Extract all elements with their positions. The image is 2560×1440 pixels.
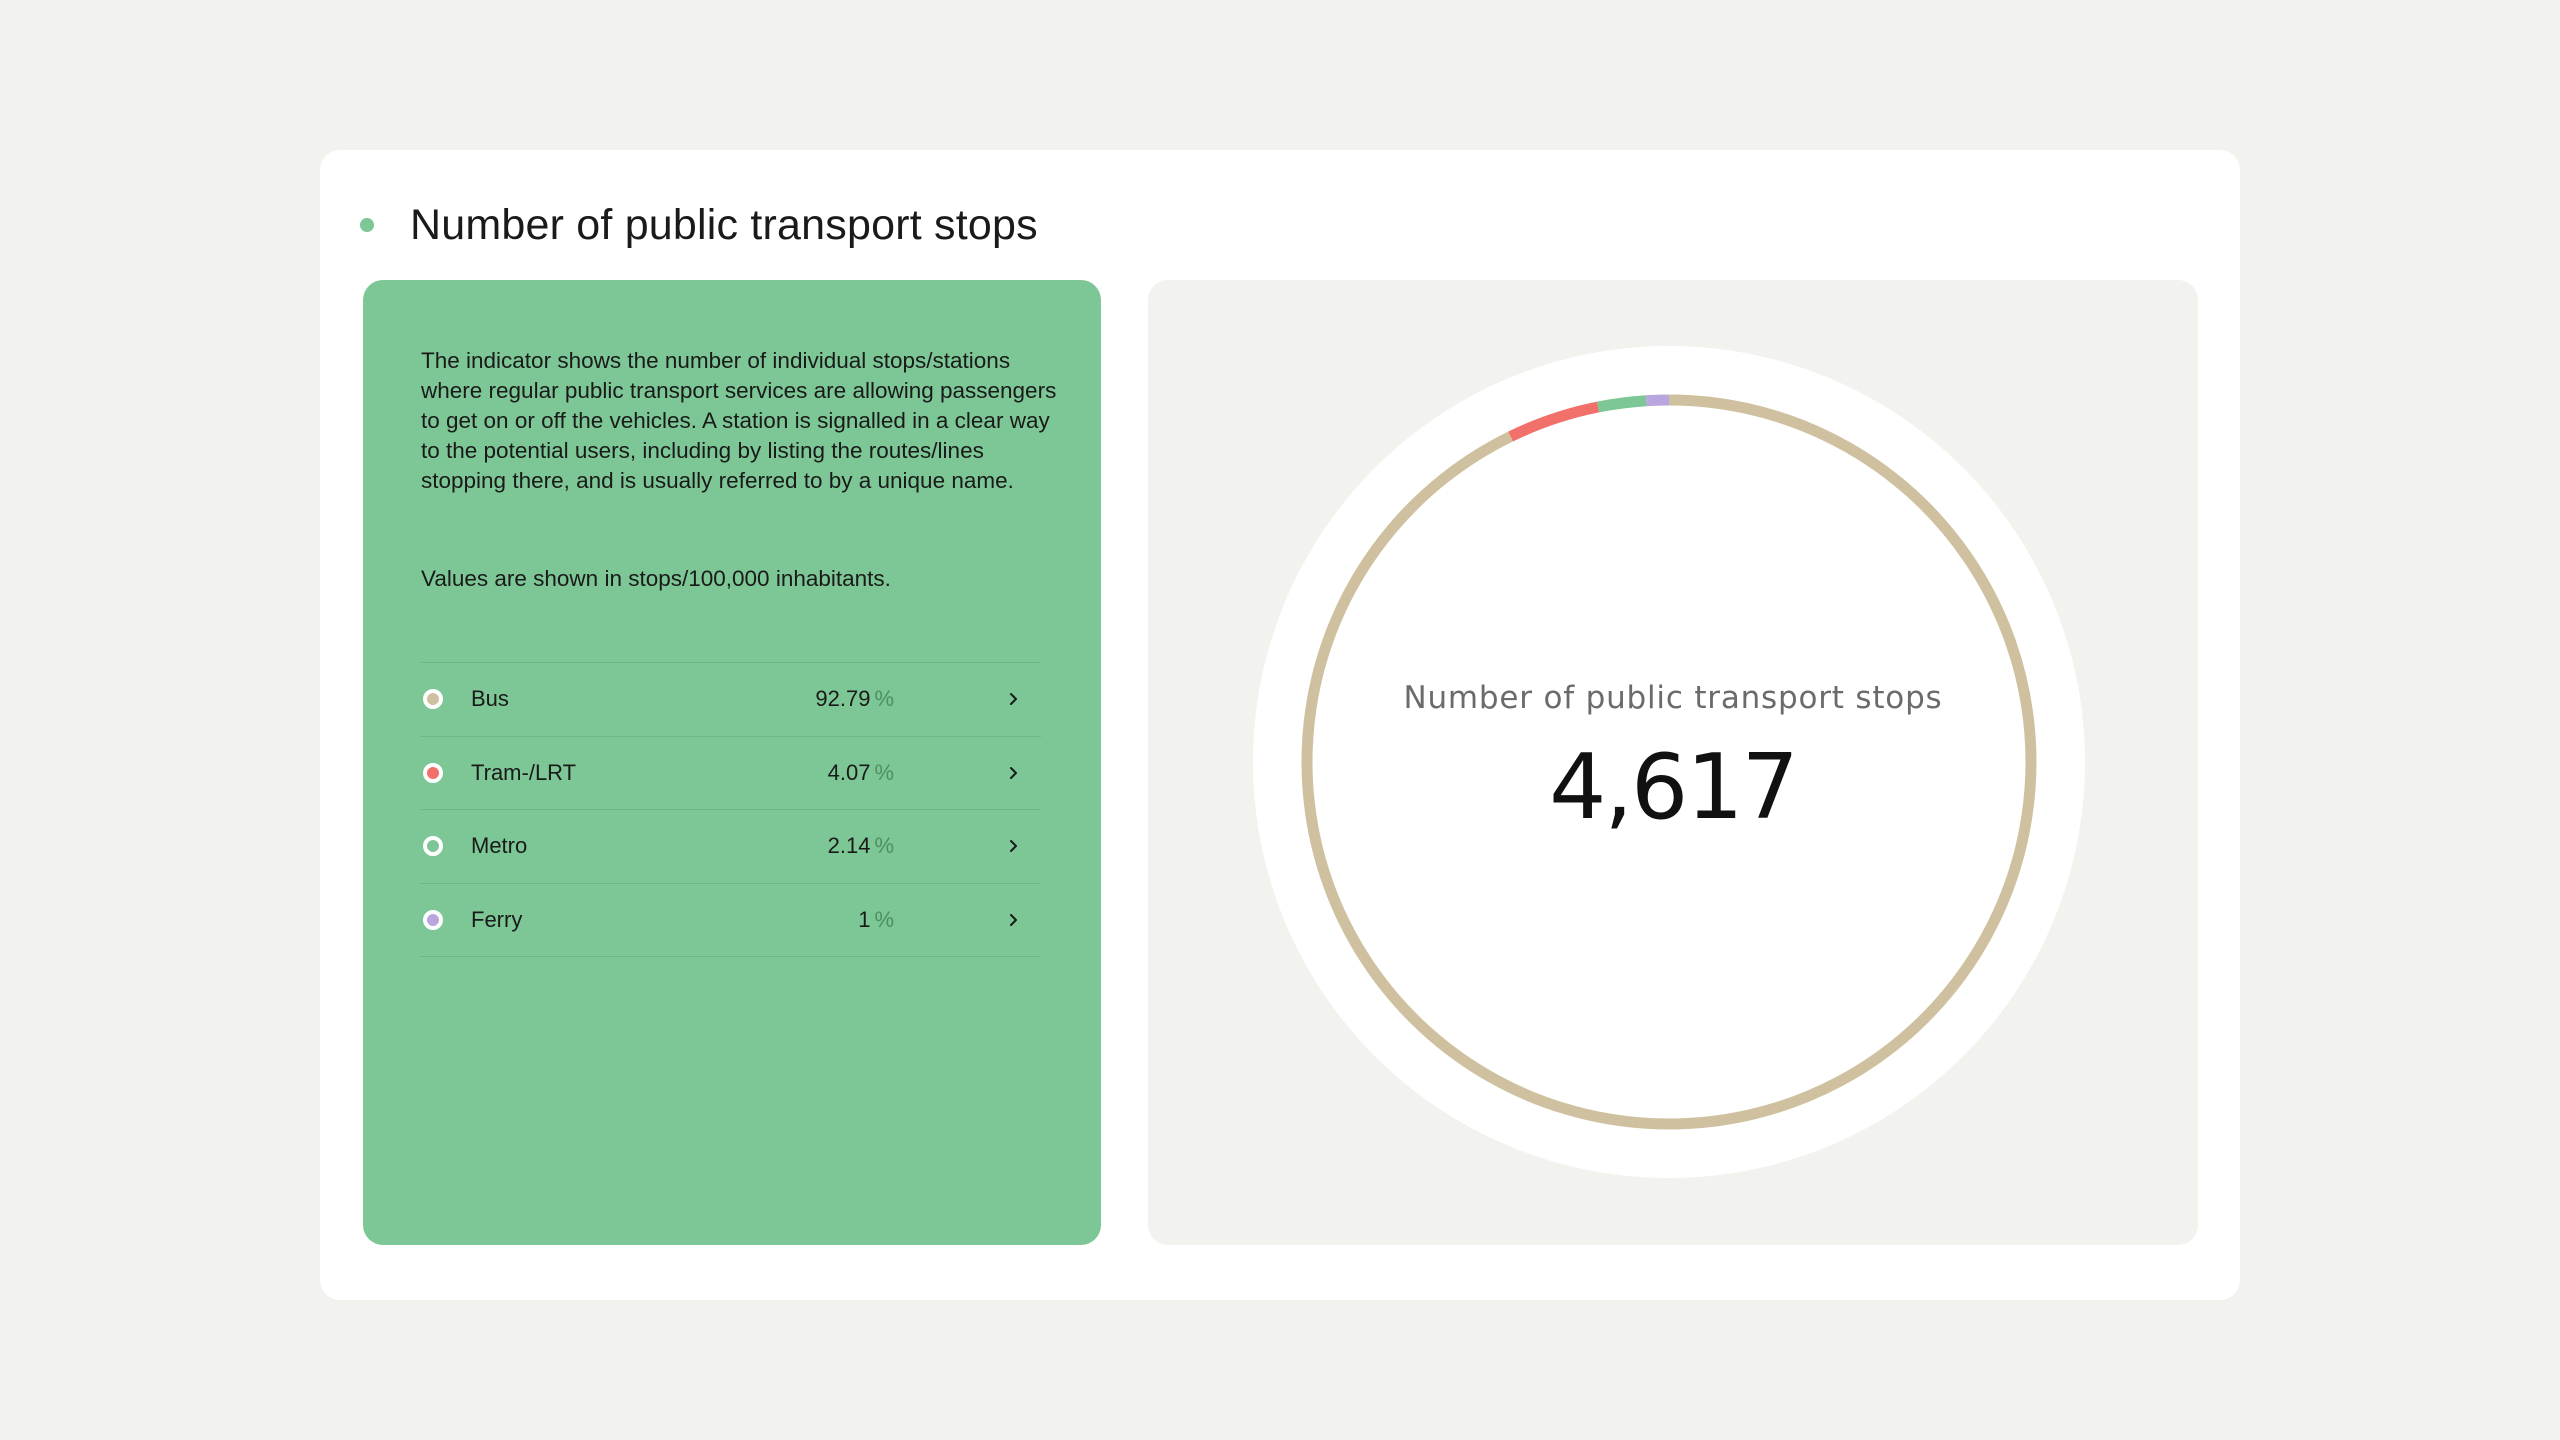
chart-center-total: 4,617 <box>1549 735 1799 840</box>
legend-row-metro[interactable]: Metro 2.14% <box>421 810 1041 884</box>
donut-chart <box>1253 346 2085 1178</box>
units-note: Values are shown in stops/100,000 inhabi… <box>421 566 891 591</box>
chart-panel: Number of public transport stops 4,617 <box>1148 280 2198 1245</box>
legend-swatch-icon <box>423 689 443 710</box>
info-panel: The indicator shows the number of indivi… <box>363 280 1101 1245</box>
legend-swatch-icon <box>423 836 443 857</box>
donut-slice-ferry[interactable] <box>1645 394 1670 407</box>
card-header: Number of public transport stops <box>360 190 1038 260</box>
legend-label: Metro <box>471 833 528 859</box>
legend-value: 1% <box>858 906 894 932</box>
indicator-description: The indicator shows the number of indivi… <box>421 348 1057 493</box>
legend-swatch-icon <box>423 762 443 783</box>
legend-row-ferry[interactable]: Ferry 1% <box>421 884 1041 957</box>
chevron-right-icon[interactable] <box>1005 912 1021 928</box>
donut-outer-background <box>1253 346 2085 1178</box>
donut-slice-tram-lrt[interactable] <box>1508 401 1600 442</box>
card-title: Number of public transport stops <box>410 200 1038 249</box>
legend-row-bus[interactable]: Bus 92.79% <box>421 663 1041 737</box>
legend-label: Bus <box>471 686 509 712</box>
legend-label: Tram-/LRT <box>471 759 577 785</box>
legend-label: Ferry <box>471 906 523 932</box>
donut-slice-metro[interactable] <box>1596 395 1647 413</box>
legend-value: 92.79% <box>815 686 894 712</box>
legend-list: Bus 92.79% Tram-/LRT 4.07% Metro 2.14% F… <box>421 662 1041 957</box>
legend-value: 2.14% <box>827 833 894 859</box>
indicator-card: Number of public transport stops The ind… <box>320 150 2240 1300</box>
bullet-dot-icon <box>360 218 374 232</box>
donut-slice-bus[interactable] <box>1301 394 2037 1130</box>
legend-row-tram-lrt[interactable]: Tram-/LRT 4.07% <box>421 737 1041 810</box>
chevron-right-icon[interactable] <box>1005 765 1021 781</box>
legend-value: 4.07% <box>827 759 894 785</box>
chevron-right-icon[interactable] <box>1005 838 1021 854</box>
chart-center-label: Number of public transport stops <box>1403 680 1943 716</box>
legend-swatch-icon <box>423 909 443 930</box>
chevron-right-icon[interactable] <box>1005 691 1021 707</box>
